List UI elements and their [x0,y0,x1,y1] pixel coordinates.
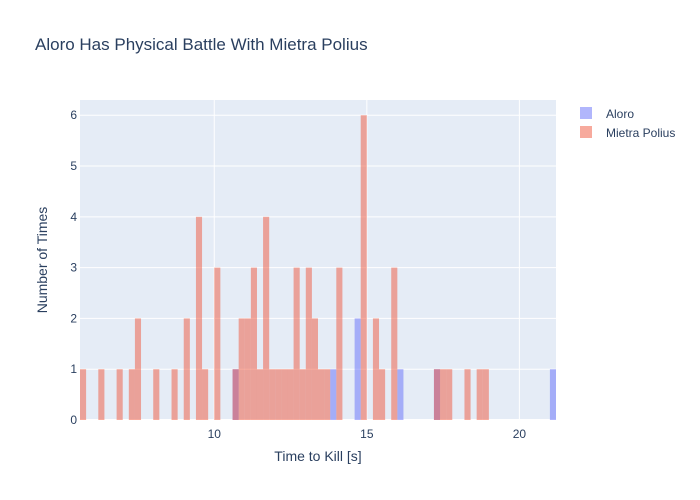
histogram-bar[interactable] [379,369,386,420]
legend-item[interactable]: Aloro [580,107,634,121]
histogram-bar[interactable] [171,369,178,420]
histogram-bar[interactable] [433,369,441,420]
histogram-bars [80,115,556,420]
histogram-bar[interactable] [195,216,203,420]
y-tick-label: 1 [70,362,77,376]
legend-label: Aloro [606,107,634,121]
x-tick-labels: 10 15 20 [208,427,527,441]
histogram-bar[interactable] [202,369,209,420]
y-tick-label: 6 [70,108,77,122]
histogram-bar[interactable] [238,318,245,420]
x-axis-title: Time to Kill [s] [274,448,361,464]
histogram-bar[interactable] [318,369,325,420]
legend-label: Mietra Polius [606,126,675,140]
histogram-bar[interactable] [293,267,300,420]
histogram-bar[interactable] [134,318,142,420]
histogram-bar[interactable] [281,369,288,420]
histogram-bar[interactable] [116,369,123,420]
y-tick-label: 2 [70,311,77,325]
histogram-bar[interactable] [275,369,282,420]
series-2-bars [80,115,489,420]
histogram-bar[interactable] [464,369,471,420]
legend-item[interactable]: Mietra Polius [580,126,675,140]
histogram-bar[interactable] [391,267,398,420]
histogram-bar[interactable] [128,369,135,420]
histogram-bar[interactable] [311,318,318,420]
y-axis-title: Number of Times [34,207,50,314]
histogram-bar[interactable] [476,369,483,420]
histogram-bar[interactable] [263,216,270,420]
y-tick-label: 3 [70,261,77,275]
histogram-bar[interactable] [549,369,556,420]
y-tick-labels: 0 1 2 3 4 5 6 [70,108,77,427]
histogram-bar[interactable] [305,267,312,420]
x-tick-label: 15 [360,427,374,441]
histogram-bar[interactable] [360,115,367,420]
histogram-bar[interactable] [256,369,264,420]
x-tick-label: 20 [513,427,527,441]
legend-swatch [580,107,592,119]
y-tick-label: 4 [70,210,77,224]
x-tick-label: 10 [208,427,222,441]
histogram-bar[interactable] [324,369,331,420]
histogram-bar[interactable] [250,267,257,420]
legend-swatch [580,126,592,138]
histogram-bar[interactable] [354,318,361,420]
histogram-bar[interactable] [232,369,239,420]
histogram-bar[interactable] [153,369,160,420]
histogram-bar[interactable] [244,318,251,420]
histogram-bar[interactable] [269,369,276,420]
y-tick-label: 0 [70,413,77,427]
histogram-bar[interactable] [183,318,190,420]
y-tick-label: 5 [70,159,77,173]
legend[interactable]: Aloro Mietra Polius [580,107,675,140]
histogram-bar[interactable] [336,267,343,420]
histogram-bar[interactable] [482,369,489,420]
histogram-bar[interactable] [214,267,221,420]
histogram-bar[interactable] [440,369,447,420]
histogram-bar[interactable] [397,369,404,420]
histogram-bar[interactable] [372,318,380,420]
chart-title: Aloro Has Physical Battle With Mietra Po… [35,35,368,54]
histogram-bar[interactable] [80,369,87,420]
histogram-bar[interactable] [287,369,294,420]
histogram-bar[interactable] [98,369,105,420]
histogram-bar[interactable] [446,369,453,420]
histogram-bar[interactable] [299,369,306,420]
histogram-bar[interactable] [330,369,337,420]
